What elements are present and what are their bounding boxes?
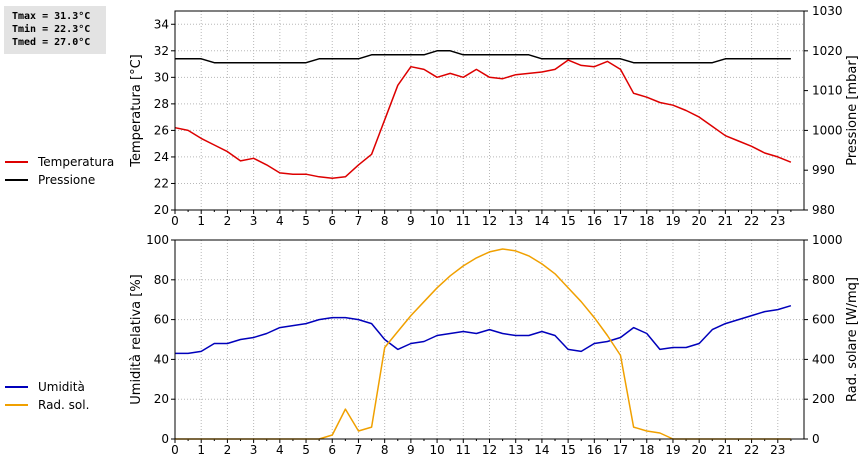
panel2-ylabel: Umidità relativa [%] — [129, 274, 144, 404]
panel2-x-tick-label: 12 — [482, 443, 497, 457]
panel2-x-tick-label: 16 — [587, 443, 602, 457]
panel1-y2-tick-label: 1010 — [812, 84, 843, 98]
panel1-x-tick-label: 15 — [560, 214, 575, 228]
panel2-y-tick-label: 100 — [146, 233, 169, 247]
panel1-y-tick-label: 20 — [154, 203, 169, 217]
panel2-y-tick-label: 20 — [154, 392, 169, 406]
panel1-x-tick-label: 6 — [328, 214, 336, 228]
panel1-y-tick-label: 30 — [154, 70, 169, 84]
panel1-y2-tick-label: 990 — [812, 163, 835, 177]
panel1-x-tick-label: 5 — [302, 214, 310, 228]
panel2-x-tick-label: 18 — [639, 443, 654, 457]
panel2-y-tick-label: 80 — [154, 273, 169, 287]
panel1-ylabel: Temperatura [°C] — [129, 54, 144, 167]
panel2-x-tick-label: 1 — [197, 443, 205, 457]
panel1-x-tick-label: 10 — [429, 214, 444, 228]
panel2-x-tick-label: 15 — [560, 443, 575, 457]
panel1-y2-tick-label: 1030 — [812, 4, 843, 18]
panel2-legend-label: Umidità — [38, 380, 85, 394]
panel1-y2label: Pressione [mbar] — [845, 55, 860, 166]
panel2-y2-tick-label: 800 — [812, 273, 835, 287]
panel1-x-tick-label: 1 — [197, 214, 205, 228]
panel2-y2label: Rad. solare [W/mq] — [845, 277, 860, 402]
panel2-x-tick-label: 5 — [302, 443, 310, 457]
panel1-x-tick-label: 11 — [456, 214, 471, 228]
panel1-y-tick-label: 26 — [154, 123, 169, 137]
panel1-x-tick-label: 13 — [508, 214, 523, 228]
panel2-y-tick-label: 40 — [154, 352, 169, 366]
panel1-x-tick-label: 22 — [744, 214, 759, 228]
panel1-y-tick-label: 24 — [154, 150, 169, 164]
panel2-x-tick-label: 8 — [381, 443, 389, 457]
panel1-x-tick-label: 16 — [587, 214, 602, 228]
panel2-x-tick-label: 9 — [407, 443, 415, 457]
panel2-x-tick-label: 3 — [250, 443, 258, 457]
panel1-x-tick-label: 14 — [534, 214, 549, 228]
panel1-x-tick-label: 3 — [250, 214, 258, 228]
panel1-series-primary-line — [174, 59, 792, 179]
panel2-series-primary-line — [175, 304, 792, 355]
panel2-x-tick-label: 6 — [328, 443, 336, 457]
panel2-legend-label: Rad. sol. — [38, 398, 89, 412]
panel2-x-tick-label: 2 — [224, 443, 232, 457]
panel1-x-tick-label: 2 — [224, 214, 232, 228]
panel1-y-tick-label: 22 — [154, 176, 169, 190]
panel1-x-tick-label: 4 — [276, 214, 284, 228]
panel1-series-secondary-line — [175, 50, 791, 64]
panel2-x-tick-label: 14 — [534, 443, 549, 457]
panel2-x-tick-label: 4 — [276, 443, 284, 457]
panel2-x-tick-label: 13 — [508, 443, 523, 457]
panel2-x-tick-label: 23 — [770, 443, 785, 457]
tmin-label: Tmin = 22.3°C — [12, 24, 91, 35]
panel2-y2-tick-label: 600 — [812, 313, 835, 327]
panel2-y2-tick-label: 200 — [812, 392, 835, 406]
panel2-x-tick-label: 19 — [665, 443, 680, 457]
tmed-label: Tmed = 27.0°C — [12, 37, 91, 48]
panel2-series-secondary-line — [175, 248, 791, 440]
panel1-y-tick-label: 28 — [154, 97, 169, 111]
panel1-x-tick-label: 9 — [407, 214, 415, 228]
panel2-x-tick-label: 10 — [429, 443, 444, 457]
panel1-x-tick-label: 20 — [692, 214, 707, 228]
panel2-y2-tick-label: 0 — [812, 432, 820, 446]
panel1-legend-label: Temperatura — [37, 155, 114, 169]
panel1-x-tick-label: 8 — [381, 214, 389, 228]
panel1-y2-tick-label: 980 — [812, 203, 835, 217]
panel1-x-tick-label: 12 — [482, 214, 497, 228]
panel1-x-tick-label: 18 — [639, 214, 654, 228]
panel2-x-tick-label: 22 — [744, 443, 759, 457]
panel2-x-tick-label: 7 — [355, 443, 363, 457]
tmax-label: Tmax = 31.3°C — [12, 11, 91, 22]
panel2-y-tick-label: 60 — [154, 313, 169, 327]
panel1-x-tick-label: 21 — [718, 214, 733, 228]
panel1-x-tick-label: 7 — [355, 214, 363, 228]
panel2-y2-tick-label: 1000 — [812, 233, 843, 247]
panel2-x-tick-label: 20 — [692, 443, 707, 457]
panel2-x-tick-label: 0 — [171, 443, 179, 457]
panel1-plot-frame — [174, 10, 805, 211]
panel1-y2-tick-label: 1000 — [812, 123, 843, 137]
stats-box: Tmax = 31.3°C Tmin = 22.3°C Tmed = 27.0°… — [4, 6, 106, 54]
panel2-x-tick-label: 21 — [718, 443, 733, 457]
panel2-x-tick-label: 11 — [456, 443, 471, 457]
panel2-plot-frame — [174, 239, 805, 440]
panel1-x-tick-label: 19 — [665, 214, 680, 228]
panel1-x-tick-label: 23 — [770, 214, 785, 228]
panel1-y2-tick-label: 1020 — [812, 44, 843, 58]
panel2-x-tick-label: 17 — [613, 443, 628, 457]
panel2-y-tick-label: 0 — [161, 432, 169, 446]
panel1-y-tick-label: 32 — [154, 44, 169, 58]
panel1-x-tick-label: 17 — [613, 214, 628, 228]
panel2-y2-tick-label: 400 — [812, 352, 835, 366]
panel1-y-tick-label: 34 — [154, 17, 169, 31]
panel1-x-tick-label: 0 — [171, 214, 179, 228]
panel1-legend-label: Pressione — [38, 173, 95, 187]
